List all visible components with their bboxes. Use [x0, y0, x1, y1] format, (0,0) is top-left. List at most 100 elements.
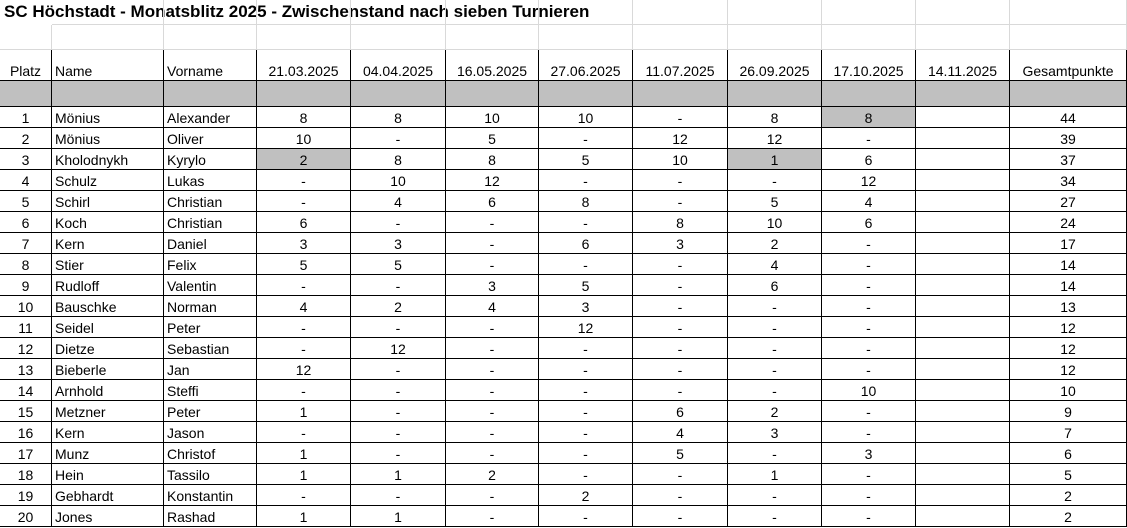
blank-cell	[916, 81, 1010, 107]
table-cell: Christian	[164, 212, 257, 233]
table-cell: 3	[446, 275, 539, 296]
table-cell: Valentin	[164, 275, 257, 296]
column-header: 21.03.2025	[257, 50, 351, 81]
table-cell: -	[822, 338, 916, 359]
blank-cell	[351, 81, 446, 107]
table-cell	[916, 401, 1010, 422]
column-header: 16.05.2025	[446, 50, 539, 81]
table-cell: Hein	[52, 464, 164, 485]
table-cell: -	[257, 275, 351, 296]
table-cell: 4	[0, 170, 52, 191]
grid-cell	[916, 0, 1010, 25]
column-header: 17.10.2025	[822, 50, 916, 81]
table-cell: 3	[539, 296, 633, 317]
table-cell: -	[822, 296, 916, 317]
table-cell: 20	[0, 506, 52, 527]
table-cell: -	[728, 443, 822, 464]
table-cell	[916, 485, 1010, 506]
table-cell: Rudloff	[52, 275, 164, 296]
table-cell: -	[539, 170, 633, 191]
table-cell: Felix	[164, 254, 257, 275]
table-cell: 1	[0, 107, 52, 128]
table-cell: 6	[539, 233, 633, 254]
table-cell: Jason	[164, 422, 257, 443]
table-cell: -	[446, 254, 539, 275]
table-cell: 10	[539, 107, 633, 128]
table-cell: 2	[0, 128, 52, 149]
table-cell: 14	[0, 380, 52, 401]
blank-cell	[0, 81, 52, 107]
table-cell: -	[539, 128, 633, 149]
table-cell	[916, 107, 1010, 128]
table-cell: Oliver	[164, 128, 257, 149]
table-cell: 4	[822, 191, 916, 212]
table-cell: -	[822, 317, 916, 338]
table-cell: Dietze	[52, 338, 164, 359]
table-cell: -	[351, 359, 446, 380]
table-cell: 12	[1010, 317, 1127, 338]
table-cell: 10	[257, 128, 351, 149]
table-cell: -	[728, 170, 822, 191]
table-cell: 3	[351, 233, 446, 254]
table-cell: -	[351, 443, 446, 464]
table-cell: 6	[822, 149, 916, 170]
table-cell	[916, 464, 1010, 485]
table-cell	[916, 317, 1010, 338]
table-cell: Alexander	[164, 107, 257, 128]
table-cell: -	[257, 170, 351, 191]
table-cell: 10	[1010, 380, 1127, 401]
table-cell: 2	[728, 233, 822, 254]
table-cell: -	[633, 464, 728, 485]
blank-cell	[1010, 81, 1127, 107]
table-cell: -	[633, 338, 728, 359]
table-cell: -	[633, 254, 728, 275]
table-cell: 12	[351, 338, 446, 359]
table-cell: 12	[633, 128, 728, 149]
table-cell: 19	[0, 485, 52, 506]
table-cell: 8	[351, 107, 446, 128]
grid-cell	[539, 25, 633, 50]
table-cell: 12	[1010, 338, 1127, 359]
table-cell: -	[539, 380, 633, 401]
grid-cell	[52, 0, 164, 25]
table-cell: Bauschke	[52, 296, 164, 317]
table-cell: -	[633, 317, 728, 338]
table-cell: 5	[0, 191, 52, 212]
table-cell: -	[822, 254, 916, 275]
table-cell: Metzner	[52, 401, 164, 422]
table-cell: -	[539, 401, 633, 422]
table-cell: 2	[539, 485, 633, 506]
grid-cell	[257, 0, 351, 25]
table-cell: 27	[1010, 191, 1127, 212]
table-cell: 1	[728, 464, 822, 485]
table-cell	[916, 149, 1010, 170]
grid-cell	[539, 0, 633, 25]
table-cell: 1	[728, 149, 822, 170]
table-cell: 2	[1010, 506, 1127, 527]
table-cell: Jan	[164, 359, 257, 380]
grid-cell	[916, 25, 1010, 50]
column-header: Gesamtpunkte	[1010, 50, 1127, 81]
table-cell	[916, 170, 1010, 191]
table-cell: 5	[633, 443, 728, 464]
table-cell: 5	[446, 128, 539, 149]
blank-cell	[446, 81, 539, 107]
table-cell	[916, 422, 1010, 443]
table-cell: Kyrylo	[164, 149, 257, 170]
table-cell: -	[351, 485, 446, 506]
grid-cell	[446, 25, 539, 50]
table-cell: 6	[1010, 443, 1127, 464]
table-cell: -	[446, 506, 539, 527]
grid-cell	[164, 25, 257, 50]
table-cell	[916, 338, 1010, 359]
table-cell: 12	[1010, 359, 1127, 380]
table-cell: -	[446, 380, 539, 401]
table-cell: 15	[0, 401, 52, 422]
table-cell: Konstantin	[164, 485, 257, 506]
grid-cell	[633, 25, 728, 50]
grid-cell	[822, 25, 916, 50]
table-cell: -	[539, 422, 633, 443]
table-cell	[916, 254, 1010, 275]
column-header: 14.11.2025	[916, 50, 1010, 81]
